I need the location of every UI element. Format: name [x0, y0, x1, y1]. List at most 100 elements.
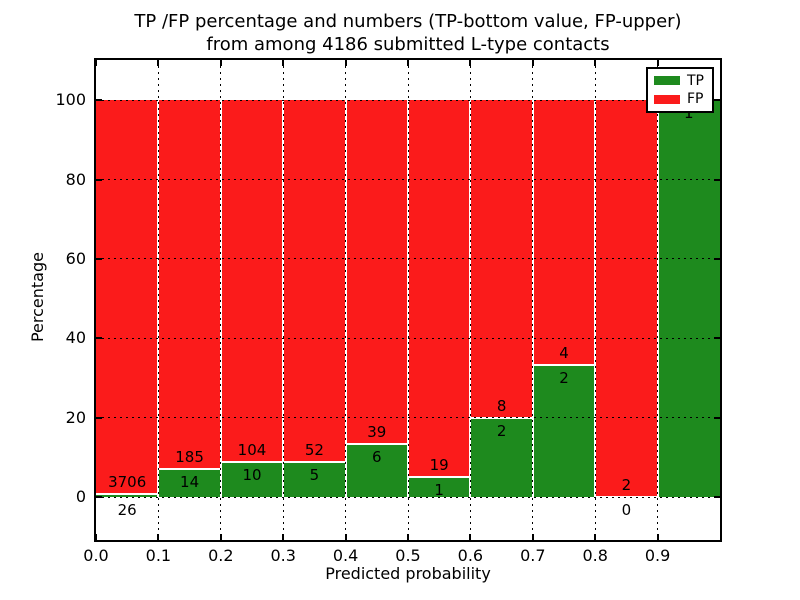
fp-swatch-icon — [654, 94, 680, 104]
fp-count-label: 52 — [304, 441, 324, 460]
x-tick-mark — [344, 60, 347, 66]
x-tick-mark — [95, 60, 97, 66]
x-tick-label: 0.0 — [83, 546, 109, 565]
x-tick-mark — [656, 534, 659, 540]
y-axis-label: Percentage — [28, 252, 47, 343]
gridline-x — [594, 60, 596, 540]
gridline-y — [96, 337, 720, 339]
bar-segment-fp — [595, 100, 658, 498]
y-tick-mark — [96, 99, 102, 102]
bar-segment-fp — [345, 100, 408, 445]
fp-count-label: 104 — [237, 441, 267, 460]
bar-segment-fp — [96, 100, 159, 495]
bar-segment-fp — [532, 100, 596, 365]
fp-count-label: 4 — [559, 343, 569, 362]
chart-title-line-1: TP /FP percentage and numbers (TP-bottom… — [134, 11, 682, 32]
x-tick-mark — [157, 60, 160, 66]
x-tick-label: 0.6 — [457, 546, 484, 565]
bar-segment-fp — [283, 100, 346, 463]
y-tick-mark — [96, 416, 102, 419]
fp-count-label: 39 — [367, 423, 387, 442]
x-tick-mark — [531, 534, 534, 540]
tp-count-label: 1 — [684, 104, 694, 123]
bar-segment-tp — [96, 494, 159, 498]
bar-segment-tp — [657, 100, 720, 498]
y-tick-mark — [714, 496, 720, 499]
tp-count-label: 5 — [309, 466, 320, 485]
bar-segment-tp — [158, 469, 221, 498]
tp-count-label: 14 — [180, 473, 200, 492]
x-tick-label: 0.9 — [644, 546, 671, 565]
y-tick-mark — [714, 337, 720, 340]
x-tick-label: 0.7 — [520, 546, 546, 565]
x-tick-label: 0.5 — [395, 546, 421, 565]
plot-area: 3706 26 185 14 104 10 52 5 39 6 19 1 8 2 4 2 2 0 1 0.0 0.1 0.… — [55, 58, 722, 565]
bar-edge — [96, 493, 159, 496]
bar-segment-tp — [408, 477, 471, 498]
x-tick-label: 0.2 — [208, 546, 234, 565]
y-tick-mark — [96, 337, 102, 340]
gridline-y — [96, 496, 720, 498]
tp-count-label: 2 — [559, 368, 569, 387]
fp-count-label: 3706 — [108, 473, 147, 492]
gridline-x — [220, 60, 222, 540]
chart-title: TP /FP percentage and numbers (TP-bottom… — [96, 10, 720, 56]
x-tick-mark — [219, 60, 222, 66]
tp-count-label: 6 — [372, 448, 382, 467]
x-tick-label: 0.4 — [332, 546, 359, 565]
x-tick-mark — [531, 60, 534, 66]
x-tick-mark — [656, 60, 659, 66]
y-tick-label: 20 — [65, 407, 86, 427]
gridline-x — [345, 60, 347, 540]
bar-segment-fp — [408, 100, 471, 478]
x-tick-label: 0.8 — [582, 546, 608, 565]
x-tick-mark — [594, 534, 597, 540]
x-tick-mark — [469, 534, 472, 540]
x-tick-mark — [219, 534, 222, 540]
bar-edge — [345, 443, 408, 446]
x-tick-mark — [344, 534, 347, 540]
chart-title-line-2: from among 4186 submitted L-type contact… — [206, 34, 610, 55]
bar-segment-tp — [283, 462, 346, 498]
bar-edge — [532, 363, 596, 366]
x-tick-mark — [95, 534, 97, 540]
bar-segment-fp — [220, 100, 284, 463]
y-tick-mark — [96, 257, 102, 260]
y-tick-label: 60 — [65, 248, 86, 268]
x-tick-mark — [469, 60, 472, 66]
legend-item-fp: FP — [654, 91, 706, 107]
x-axis-label: Predicted probability — [325, 564, 491, 583]
x-tick-mark — [594, 60, 597, 66]
tp-count-label: 10 — [242, 466, 262, 485]
y-tick-mark — [714, 257, 720, 260]
y-tick-mark — [714, 416, 720, 419]
bar-segment-tp — [345, 444, 408, 498]
fp-count-label: 8 — [496, 396, 507, 415]
y-tick-mark — [714, 99, 720, 102]
legend: TP FP — [646, 67, 714, 113]
gridline-x — [532, 60, 534, 540]
bar-segment-fp — [158, 100, 221, 470]
y-tick-mark — [96, 178, 102, 181]
x-tick-mark — [282, 534, 285, 540]
fp-count-label: 19 — [429, 456, 449, 475]
y-tick-label: 40 — [65, 328, 86, 348]
x-tick-label: 0.1 — [145, 546, 172, 565]
bar-edge — [408, 476, 471, 479]
gridline-y — [96, 258, 720, 260]
gridline-y — [96, 417, 720, 419]
legend-item-tp: TP — [654, 73, 706, 89]
x-tick-label: 0.3 — [270, 546, 296, 565]
tp-swatch-icon — [654, 76, 680, 86]
bar-segment-tp — [470, 417, 533, 498]
x-tick-mark — [407, 60, 409, 66]
legend-label-fp: FP — [687, 91, 704, 108]
gridline-y — [96, 99, 720, 101]
gridline-y — [96, 179, 720, 181]
bar-edge — [220, 461, 284, 464]
y-tick-label: 80 — [65, 169, 86, 189]
bar-edge — [158, 468, 221, 471]
gridline-x — [282, 60, 284, 540]
tp-count-label: 2 — [496, 421, 507, 440]
